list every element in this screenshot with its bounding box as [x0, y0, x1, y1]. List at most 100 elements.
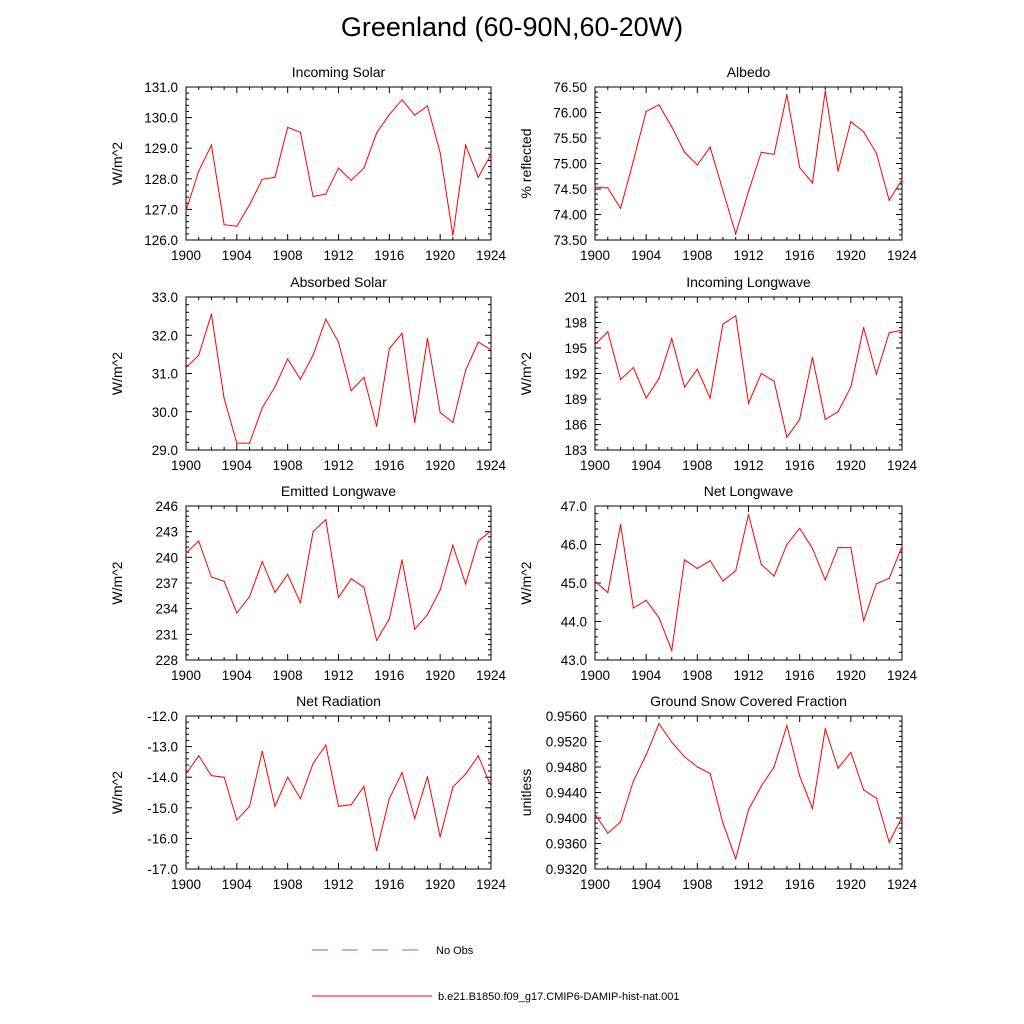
data-point — [658, 723, 660, 725]
data-point — [287, 126, 289, 128]
data-point — [452, 544, 454, 546]
plot-frame — [594, 505, 903, 661]
data-point — [464, 773, 467, 775]
x-tick-label: 1912 — [323, 877, 353, 892]
data-point — [645, 110, 647, 113]
series-line-model — [594, 91, 903, 236]
y-tick-label: 0.9480 — [546, 760, 587, 775]
data-point — [747, 402, 750, 404]
x-tick-label: 1908 — [273, 668, 303, 683]
data-point — [337, 341, 340, 343]
data-point — [439, 589, 441, 591]
data-point — [363, 586, 365, 588]
x-tick-label: 1908 — [273, 458, 303, 473]
data-point — [799, 166, 801, 169]
data-point — [863, 131, 865, 133]
data-point — [760, 372, 762, 375]
plot-frame — [594, 715, 903, 870]
plot-frame — [185, 296, 492, 451]
y-tick-label: 130.0 — [144, 111, 178, 126]
data-point — [376, 132, 378, 134]
panel-absorbed-solar: Absorbed Solar W/m^2 1900 1904 1908 1912 1916 1… — [109, 274, 507, 473]
y-tick-label: 73.50 — [553, 233, 587, 248]
data-point — [875, 152, 878, 154]
data-point — [312, 354, 314, 356]
x-tick-label: 1904 — [222, 877, 253, 892]
data-point — [426, 614, 429, 616]
data-point — [709, 146, 711, 148]
data-point — [837, 546, 839, 549]
panel-ground-snow-covered-fraction: Ground Snow Covered Fraction unitless 1900… — [518, 693, 918, 892]
panel-incoming-solar: Incoming Solar W/m^2 1900 1904 1908 1912 1916 1… — [109, 64, 507, 263]
data-point — [850, 121, 852, 123]
data-point — [709, 772, 711, 774]
data-point — [773, 380, 775, 382]
y-tick-label: 127.0 — [144, 202, 178, 217]
data-point — [850, 386, 852, 388]
data-point — [607, 832, 609, 834]
data-point — [274, 805, 276, 807]
data-point — [722, 580, 724, 582]
data-point — [299, 602, 301, 604]
series-line-model — [185, 518, 492, 642]
data-point — [722, 822, 724, 824]
data-point — [452, 786, 454, 788]
y-tick-label: 32.0 — [152, 328, 178, 343]
data-point — [594, 344, 596, 346]
data-point — [363, 785, 365, 787]
data-point — [747, 513, 750, 516]
data-point — [223, 224, 225, 226]
data-point — [363, 376, 365, 378]
data-point — [388, 348, 390, 350]
data-point — [452, 234, 454, 237]
data-point — [786, 436, 788, 438]
data-point — [632, 366, 634, 369]
x-tick-label: 1908 — [273, 248, 303, 263]
x-tick-label: 1900 — [171, 248, 201, 263]
data-point — [325, 519, 327, 521]
data-point — [223, 397, 225, 399]
data-point — [248, 442, 251, 444]
data-point — [811, 807, 814, 810]
x-tick-label: 1920 — [836, 668, 866, 683]
data-point — [645, 754, 647, 756]
x-tick-label: 1916 — [374, 458, 404, 473]
data-point — [236, 225, 238, 227]
x-tick-label: 1920 — [425, 668, 455, 683]
x-tick-label: 1900 — [171, 877, 201, 892]
data-point — [236, 442, 238, 444]
data-point — [888, 199, 890, 201]
data-point — [735, 570, 737, 572]
data-point — [363, 167, 365, 169]
panel-title: Emitted Longwave — [281, 483, 396, 499]
data-point — [619, 378, 622, 381]
data-point — [325, 193, 327, 195]
data-point — [671, 126, 673, 128]
data-point — [824, 90, 826, 92]
x-tick-label: 1908 — [273, 877, 303, 892]
y-tick-label: 76.50 — [553, 80, 587, 95]
data-point — [811, 547, 814, 549]
y-tick-label: 0.9400 — [546, 811, 587, 826]
data-point — [452, 421, 454, 424]
panel-title: Net Radiation — [296, 693, 381, 709]
data-point — [439, 152, 441, 154]
y-tick-label: 183 — [564, 443, 587, 458]
data-point — [223, 776, 225, 778]
data-point — [747, 809, 750, 811]
x-tick-label: 1908 — [682, 458, 712, 473]
y-tick-label: 228 — [155, 653, 178, 668]
data-point — [376, 850, 378, 852]
x-tick-label: 1924 — [887, 877, 918, 892]
data-point — [477, 540, 479, 542]
data-point — [671, 741, 673, 743]
x-tick-label: 1904 — [631, 248, 662, 263]
data-point — [287, 573, 289, 576]
y-tick-label: 231 — [155, 627, 178, 642]
data-point — [619, 821, 622, 823]
x-tick-label: 1900 — [580, 458, 610, 473]
y-tick-label: 0.9560 — [546, 709, 587, 724]
data-point — [863, 327, 865, 329]
data-point — [888, 577, 890, 579]
x-tick-label: 1912 — [733, 248, 763, 263]
